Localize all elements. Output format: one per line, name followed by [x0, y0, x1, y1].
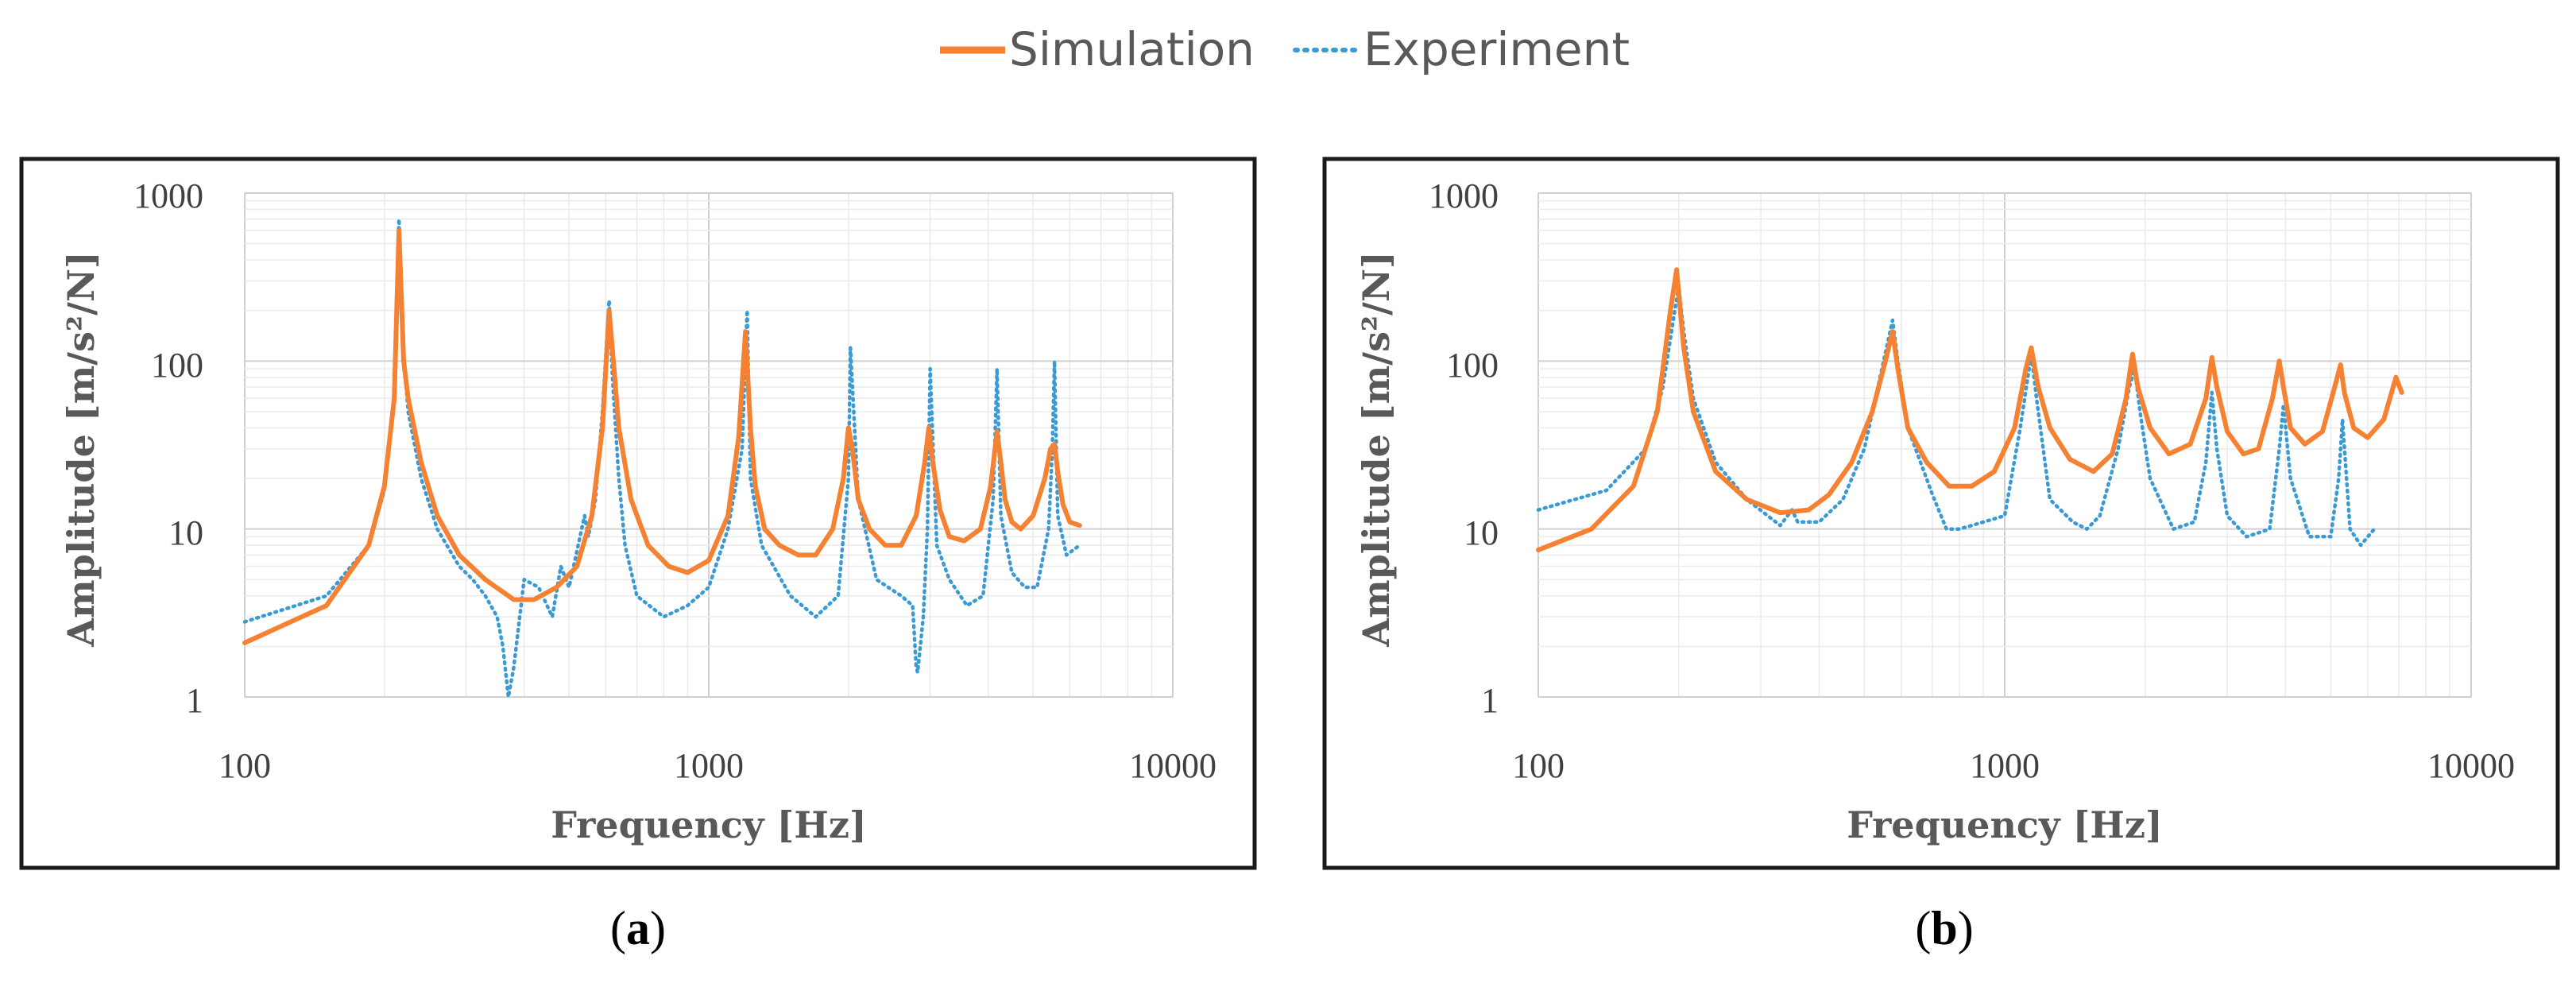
panel-a-xtick-label: 1000: [674, 746, 744, 785]
panel-b-grid: [1537, 192, 2472, 698]
panel-a-simulation-line: [242, 227, 1082, 645]
panel-a-xtick-label: 100: [219, 746, 271, 785]
panel-b-ytick-label: 1: [1481, 681, 1499, 720]
panel-a-grid: [244, 192, 1174, 698]
panel-b-experiment-line: [1536, 284, 2377, 548]
panel-b-series: [1536, 267, 2404, 553]
legend-simulation-label: Simulation: [1009, 22, 1255, 76]
panel-a-ytick-label: 100: [151, 346, 203, 385]
panel-b-label: (b): [1915, 902, 1973, 954]
panel-a-y-axis-title: Amplitude [m/s²/N]: [60, 251, 102, 648]
panel-a-label: (a): [610, 902, 666, 954]
panel-a-ytick-label: 10: [168, 513, 203, 552]
panel-b-x-axis-title: Frequency [Hz]: [1847, 803, 2163, 846]
panel-a-xtick-labels: 100 1000 10000: [219, 746, 1216, 785]
panel-b-simulation-line: [1536, 267, 2404, 553]
panel-a-frame: [19, 157, 1257, 870]
panel-b-ytick-labels: 1 10 100 1000: [1429, 176, 1499, 720]
panel-b-xtick-labels: 100 1000 10000: [1512, 746, 2515, 785]
panel-b-xtick-label: 100: [1512, 746, 1565, 785]
panel-a-xtick-label: 10000: [1129, 746, 1216, 785]
panel-b: 1 10 100 1000 100 1000 10000 Frequency […: [1322, 157, 2560, 954]
panel-a: 1 10 100 1000 100 1000 10000 Frequency […: [19, 157, 1257, 954]
panel-b-ytick-label: 100: [1446, 346, 1499, 385]
panel-b-y-axis-title: Amplitude [m/s²/N]: [1355, 251, 1398, 648]
panel-a-series: [242, 217, 1082, 699]
legend: Simulation Experiment: [940, 22, 1630, 76]
panel-b-xtick-label: 1000: [1970, 746, 2040, 785]
panel-a-experiment-line: [242, 217, 1082, 699]
panel-a-ytick-label: 1: [186, 681, 203, 720]
legend-experiment-label: Experiment: [1363, 22, 1630, 76]
panel-a-ytick-label: 1000: [133, 176, 203, 215]
panel-a-x-axis-title: Frequency [Hz]: [551, 803, 867, 846]
panel-a-ytick-labels: 1 10 100 1000: [133, 176, 203, 720]
panel-b-frame: [1322, 157, 2560, 870]
panel-b-ytick-label: 10: [1464, 513, 1499, 552]
panel-b-xtick-label: 10000: [2427, 746, 2515, 785]
panel-b-ytick-label: 1000: [1429, 176, 1499, 215]
